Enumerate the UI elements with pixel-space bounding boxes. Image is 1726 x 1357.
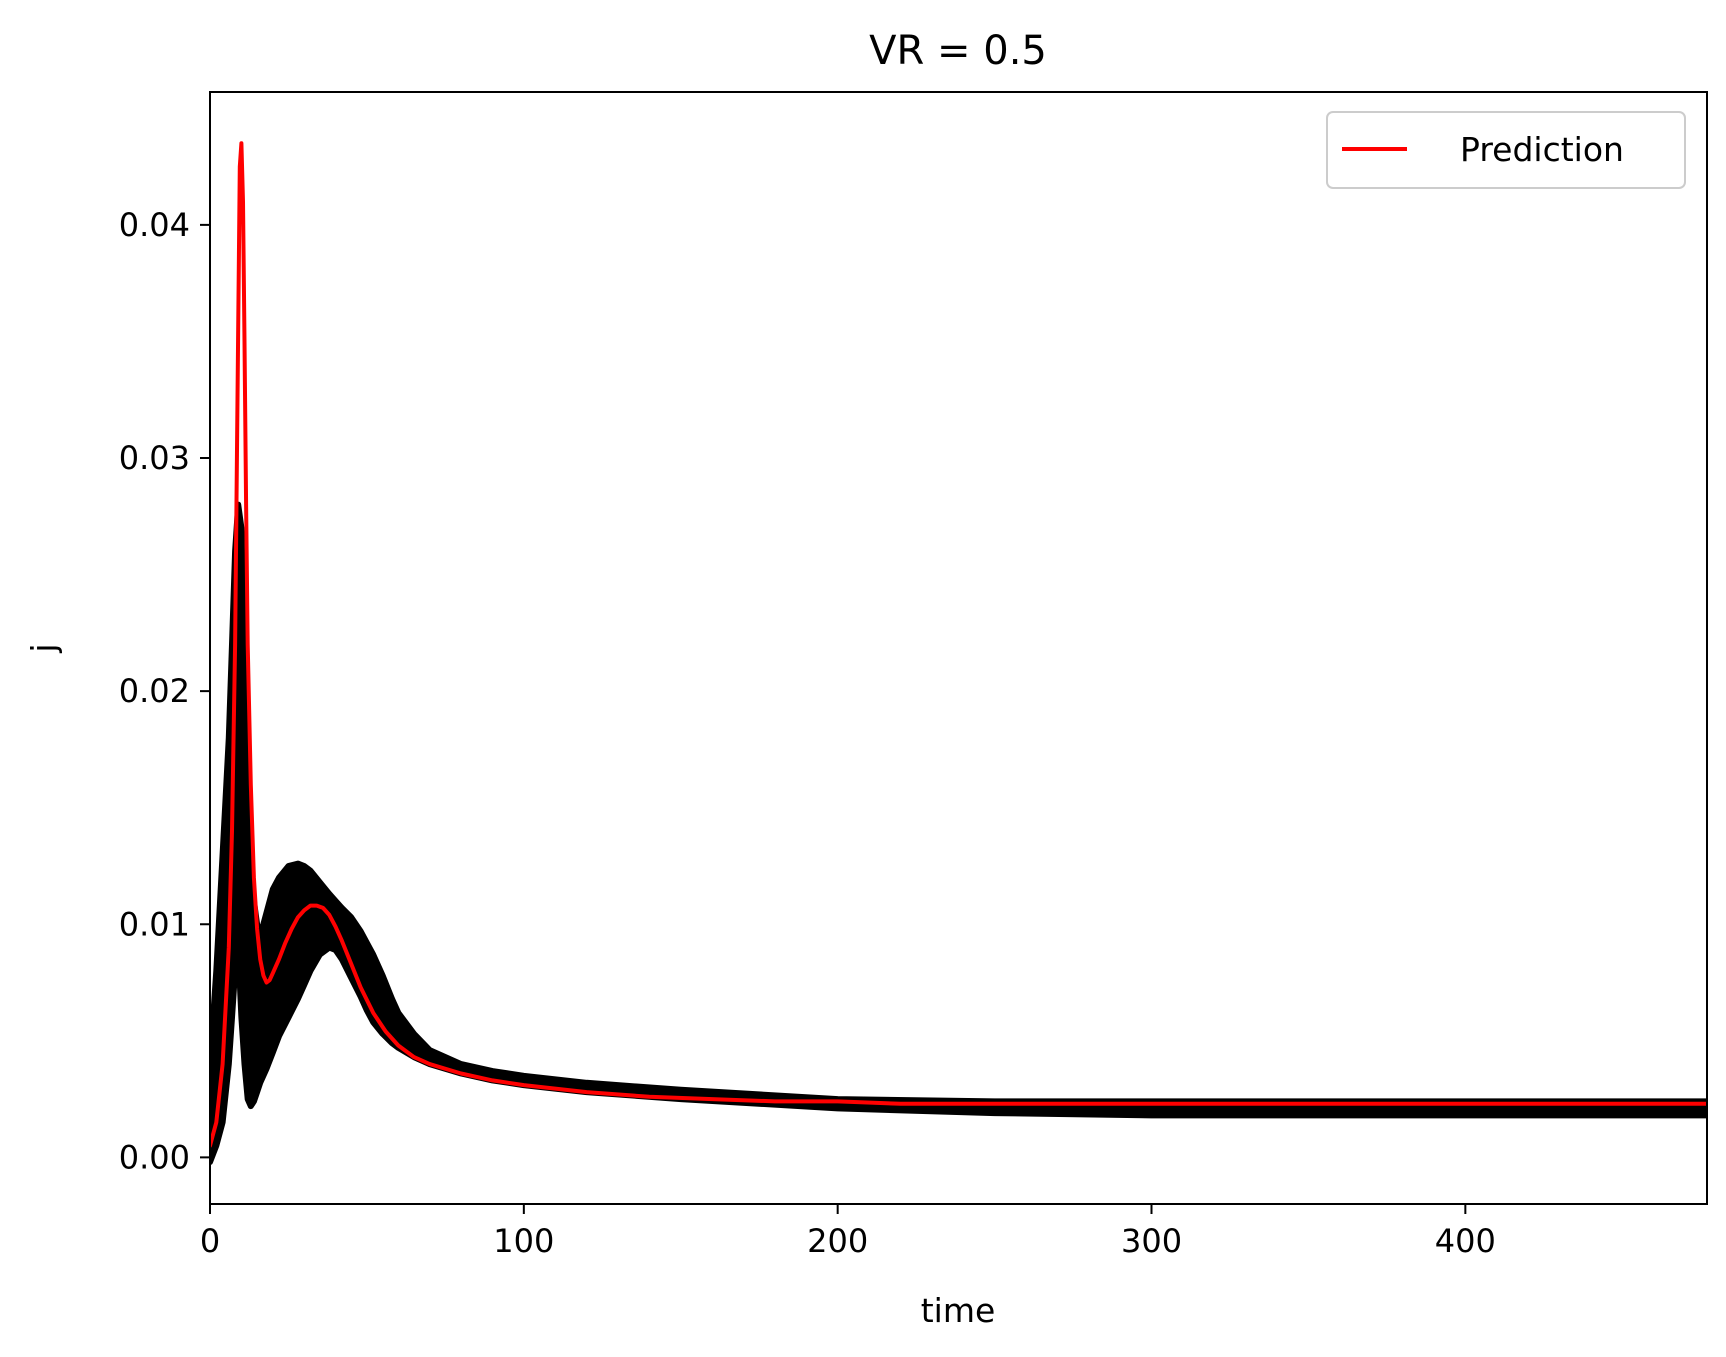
y-tick-label: 0.04	[119, 206, 190, 244]
legend-label-prediction: Prediction	[1460, 130, 1624, 169]
observed-data-band-0	[210, 501, 1707, 1165]
x-axis-ticks: 0 100 200 300 400	[200, 1204, 1496, 1260]
x-tick-label: 0	[200, 1222, 220, 1260]
series-group	[210, 141, 1707, 1165]
y-axis-ticks: 0.00 0.01 0.02 0.03 0.04	[119, 206, 210, 1176]
y-tick-label: 0.03	[119, 439, 190, 477]
y-tick-label: 0.00	[119, 1138, 190, 1176]
x-tick-label: 200	[807, 1222, 868, 1260]
legend: Prediction	[1326, 111, 1686, 189]
x-tick-label: 100	[493, 1222, 554, 1260]
y-tick-label: 0.01	[119, 905, 190, 943]
y-axis-label: j	[24, 643, 63, 653]
data-layer	[210, 141, 1707, 1165]
x-tick-label: 400	[1435, 1222, 1496, 1260]
x-axis-label: time	[921, 1291, 996, 1330]
plot-area-background	[210, 92, 1707, 1204]
prediction-line	[210, 141, 1707, 1148]
x-tick-label: 300	[1121, 1222, 1182, 1260]
legend-box	[1326, 111, 1686, 189]
y-tick-label: 0.02	[119, 672, 190, 710]
chart-title: VR = 0.5	[869, 28, 1047, 74]
plot-frame	[209, 91, 1708, 1205]
